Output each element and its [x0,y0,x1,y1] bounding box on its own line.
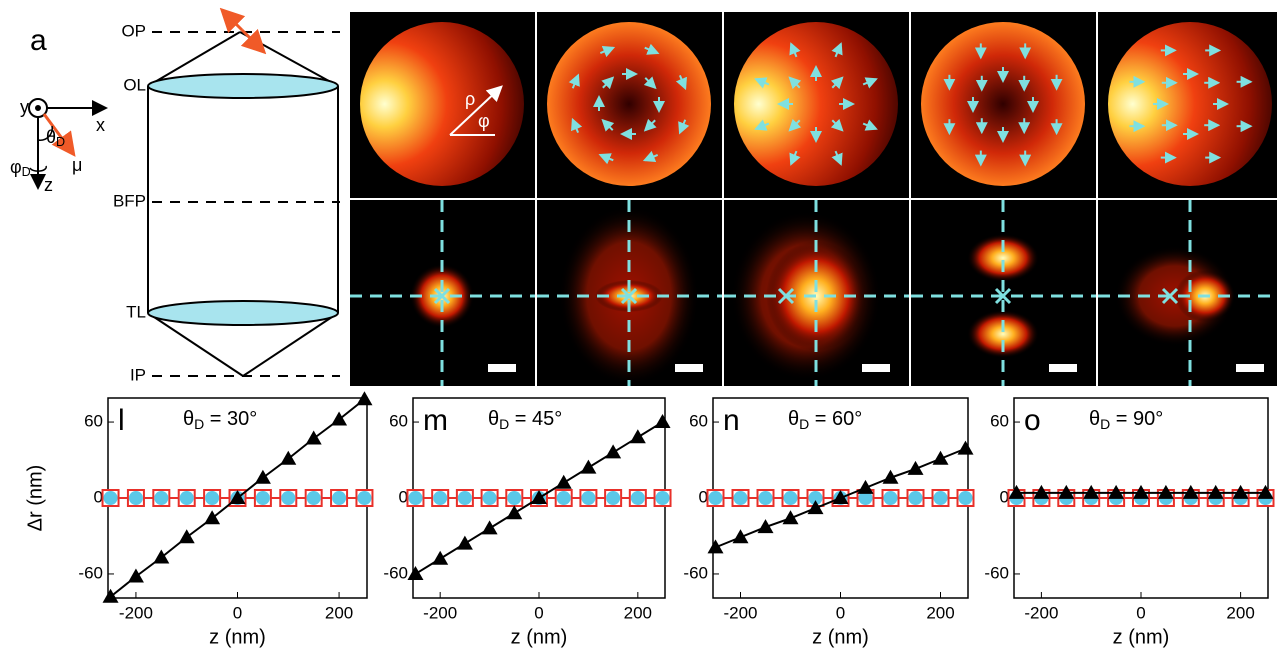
rho-label: ρ [465,89,475,109]
plane-label: OP [121,21,146,40]
axis-name: z [44,175,53,195]
marker-circle [483,491,497,505]
angle-label: θD [46,127,65,150]
marker-circle [557,491,571,505]
panel-label: l [118,404,125,437]
y-tick-label: -60 [383,563,408,582]
marker-circle [581,491,595,505]
marker-circle [281,491,295,505]
panel-label: g [358,210,375,243]
panel-label: n [723,404,740,437]
marker-circle [307,491,321,505]
figure: a OP OL BFP TL IP y x z θD φD μ b c d e f ρφ g h i j k… [0,0,1277,652]
pupil-intensity [1108,22,1272,186]
pupil-intensity [921,22,1085,186]
x-tick-label: 200 [624,603,652,622]
pupil-intensity [734,22,898,186]
x-tick-label: 0 [534,603,543,622]
marker-circle [759,491,773,505]
scale-bar [1236,364,1264,372]
marker-circle [129,491,143,505]
dipole-label: μ [72,155,82,175]
plane-label: BFP [113,191,146,210]
marker-circle [104,491,118,505]
x-tick-label: 200 [1226,603,1254,622]
panel-label: j [918,210,926,243]
plane-label: TL [126,302,146,321]
optical-path [29,12,340,376]
marker-circle [332,491,346,505]
scale-bar [675,364,703,372]
y-tick-label: 60 [389,412,408,431]
x-axis-label: z (nm) [1113,626,1170,648]
marker-circle [709,491,723,505]
panel-label: i [732,210,739,243]
x-tick-label: 0 [233,603,242,622]
panel-label: k [1106,210,1122,243]
marker-circle [205,491,219,505]
marker-circle [154,491,168,505]
x-tick-label: -200 [119,603,153,622]
phi-label: φ [478,111,490,131]
marker-circle [606,491,620,505]
panel-label: a [30,24,47,57]
x-axis-label: z (nm) [812,626,869,648]
x-tick-label: -200 [723,603,757,622]
axis-name: x [96,115,105,135]
marker-circle [408,491,422,505]
y-tick-label: 60 [84,412,103,431]
angle-label: φD [10,157,31,180]
pupil-intensity [360,22,524,186]
y-tick-label: 60 [990,412,1009,431]
panel-label: e [919,22,936,55]
marker-circle [656,491,670,505]
y-tick-label: -60 [984,563,1009,582]
marker-circle [884,491,898,505]
marker-circle [507,491,521,505]
panel-label: d [732,22,749,55]
y-tick-label: -60 [78,563,103,582]
x-axis-label: z (nm) [511,626,568,648]
marker-circle [784,491,798,505]
marker-circle [959,491,973,505]
marker-circle [909,491,923,505]
marker-circle [934,491,948,505]
scale-bar [862,364,890,372]
panel-label: m [423,404,448,437]
x-tick-label: -200 [1024,603,1058,622]
plane-label: IP [130,365,146,384]
marker-circle [433,491,447,505]
marker-circle [256,491,270,505]
scale-bar [488,364,516,372]
marker-circle [734,491,748,505]
y-tick-label: -60 [683,563,708,582]
x-tick-label: 200 [926,603,954,622]
panel-label: c [545,22,560,55]
x-axis-label: z (nm) [209,626,266,648]
axis-name: y [20,97,29,117]
pupil-intensity [547,22,711,186]
panel-label: f [1106,22,1115,55]
panel-label: b [358,22,375,55]
marker-circle [357,491,371,505]
x-tick-label: 200 [325,603,353,622]
y-tick-label: 60 [689,412,708,431]
panel-label: h [545,210,562,243]
marker-circle [631,491,645,505]
x-tick-label: 0 [1136,603,1145,622]
y-axis-label: Δr (nm) [24,465,46,532]
marker-circle [180,491,194,505]
x-tick-label: 0 [836,603,845,622]
marker-circle [458,491,472,505]
panel-label: o [1024,404,1041,437]
plane-label: OL [123,75,146,94]
x-tick-label: -200 [423,603,457,622]
scale-bar [1049,364,1077,372]
